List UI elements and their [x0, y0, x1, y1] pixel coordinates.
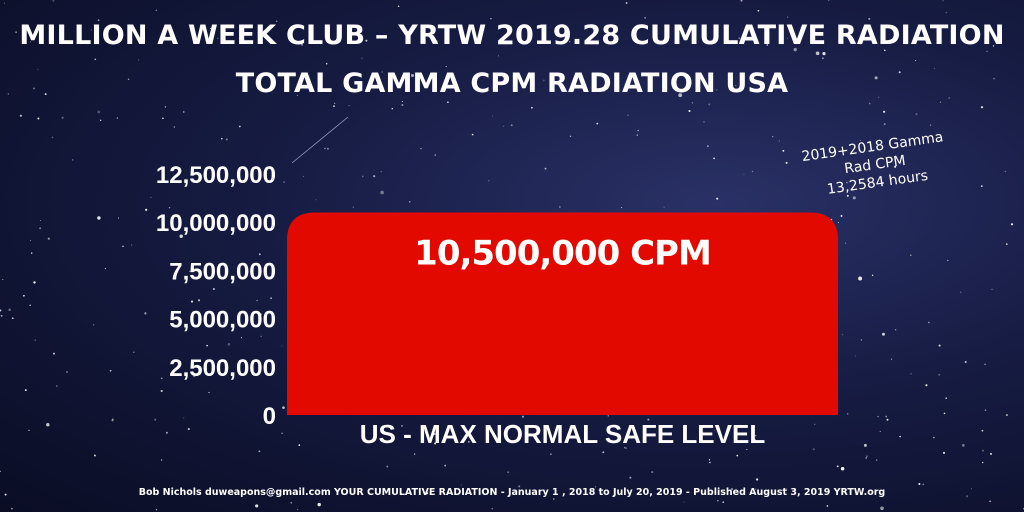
labels: 10,500,000 CPM US - MAX NORMAL SAFE LEVEL [360, 234, 766, 449]
x-category-label: US - MAX NORMAL SAFE LEVEL [360, 419, 766, 449]
y-tick-label: 12,500,000 [156, 162, 276, 189]
y-tick-label: 7,500,000 [169, 258, 276, 285]
chart-subtitle: TOTAL GAMMA CPM RADIATION USA [235, 68, 789, 99]
bar-data-label: 10,500,000 CPM [414, 234, 711, 274]
footer-credit: Bob Nichols duweapons@gmail.com YOUR CUM… [138, 487, 886, 498]
bar [287, 212, 838, 415]
y-axis: 0 2,500,000 5,000,000 7,500,000 10,000,000 12… [156, 162, 276, 430]
y-tick-label: 2,500,000 [169, 355, 276, 382]
y-tick-label: 10,000,000 [156, 210, 276, 237]
y-tick-label: 5,000,000 [169, 307, 276, 334]
chart-title: MILLION A WEEK CLUB – YRTW 2019.28 CUMUL… [19, 20, 1005, 51]
bars [287, 212, 838, 415]
y-tick-label: 0 [263, 403, 276, 430]
